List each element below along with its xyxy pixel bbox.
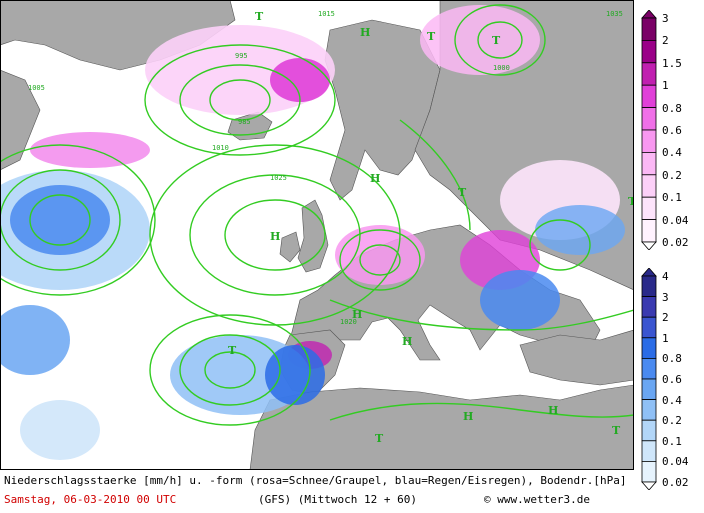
rain-legend: 4 3 2 1 0.8 0.6 0.4 0.2 0.1 0.04 0.02: [640, 268, 704, 490]
snow-legend-swatch: [641, 39, 657, 64]
high-pressure-marker: H: [463, 410, 473, 423]
isobar-label: 1015: [318, 10, 335, 18]
snow-legend-swatch: [641, 84, 657, 108]
north-africa-land: [249, 384, 634, 470]
high-pressure-marker: H: [360, 26, 370, 39]
snow-legend-swatch: [641, 219, 657, 243]
snow-legend-colorbar: [641, 10, 657, 250]
isobar-label: 985: [238, 118, 251, 126]
high-pressure-marker: H: [548, 404, 558, 417]
rain-legend-swatch: [641, 275, 657, 298]
snow-legend-level-label: 0.02: [662, 236, 689, 249]
high-pressure-marker: H: [270, 230, 280, 243]
snow-legend-level-label: 0.8: [662, 101, 682, 115]
low-pressure-marker: T: [492, 34, 501, 47]
high-pressure-marker: H: [402, 335, 412, 348]
high-pressure-marker: H: [352, 308, 362, 321]
isobar-label: 1020: [340, 318, 357, 326]
rain-legend-swatch: [641, 296, 657, 318]
rain-legend-level-label: 0.1: [662, 434, 682, 448]
rain-legend-level-label: 0.6: [662, 373, 682, 386]
low-pressure-marker: T: [612, 424, 621, 437]
snow-legend-arrow-bottom: [641, 241, 657, 250]
britain-land: [297, 199, 329, 273]
rain-legend-colorbar: [641, 268, 657, 490]
rain-legend-swatch: [641, 399, 657, 421]
snow-legend-level-label: 1: [662, 79, 669, 93]
snow-legend-swatch: [641, 196, 657, 220]
rain-legend-level-label: 0.2: [662, 414, 682, 428]
caption-description: Niederschlagsstaerke [mm/h] u. -form (ro…: [4, 474, 627, 487]
isobar-label: 1005: [28, 84, 45, 92]
isobar-label: 1035: [606, 10, 623, 18]
low-pressure-marker: T: [375, 432, 384, 445]
isobar-label: 1010: [212, 144, 229, 152]
rain-legend-level-label: 4: [662, 270, 669, 283]
snow-legend-swatch: [641, 151, 657, 176]
snow-legend-level-label: 2: [662, 34, 669, 48]
snow-legend-swatch: [641, 17, 657, 41]
snow-legend-level-label: 0.6: [662, 124, 682, 137]
snow-legend-swatch: [641, 129, 657, 153]
rain-legend-swatch: [641, 358, 657, 380]
snow-legend-level-label: 0.2: [662, 168, 682, 182]
isobar-label: 995: [235, 52, 248, 60]
map-border: [0, 0, 634, 470]
snow-legend-swatch: [641, 62, 657, 86]
weather-map: 1015 1005 995 985 1025 1035 1000 1010 10…: [0, 0, 634, 470]
rain-legend-swatch: [641, 378, 657, 401]
rain-legend-level-label: 0.4: [662, 393, 682, 407]
snow-legend-swatch: [641, 107, 657, 131]
rain-legend-level-label: 0.04: [662, 455, 689, 469]
snow-legend-level-label: 1.5: [662, 56, 682, 70]
snow-legend-level-label: 0.04: [662, 213, 689, 227]
isobars: [0, 4, 634, 426]
rain-legend-arrow-top: [641, 268, 657, 277]
rain-legend-swatch: [641, 337, 657, 359]
rain-legend-arrow-bottom: [641, 481, 657, 490]
pressure-centers: H H H H H H H T T T T T T T T: [228, 10, 634, 445]
snow-legend-swatch: [641, 174, 657, 198]
rain-precipitation: [0, 170, 625, 460]
low-pressure-marker: T: [228, 344, 237, 357]
rain-legend-swatch: [641, 316, 657, 339]
model-run: (GFS) (Mittwoch 12 + 60): [258, 493, 417, 506]
rain-legend-swatch: [641, 440, 657, 462]
low-pressure-marker: T: [255, 10, 264, 23]
rain-legend-level-label: 2: [662, 311, 669, 325]
copyright-link[interactable]: © www.wetter3.de: [484, 493, 590, 506]
snow-legend: 3 2 1.5 1 0.8 0.6 0.4 0.2 0.1 0.04 0.02: [640, 10, 704, 250]
rain-legend-level-label: 3: [662, 290, 669, 304]
low-pressure-marker: T: [427, 30, 436, 43]
rain-legend-swatch: [641, 419, 657, 442]
rain-legend-swatch: [641, 460, 657, 483]
rain-legend-level-label: 1: [662, 331, 669, 345]
snow-legend-arrow-top: [641, 10, 657, 19]
canada-land: [0, 69, 41, 171]
snow-legend-level-label: 0.1: [662, 191, 682, 205]
isobar-label: 1025: [270, 174, 287, 182]
rain-legend-level-label: 0.8: [662, 352, 682, 366]
caption-footer: Samstag, 06-03-2010 00 UTC (GFS) (Mittwo…: [4, 493, 590, 506]
low-pressure-marker: T: [628, 195, 634, 208]
isobar-label: 1000: [493, 64, 510, 72]
rain-legend-level-label: 0.02: [662, 476, 689, 489]
high-pressure-marker: H: [370, 172, 380, 185]
turkey-land: [519, 329, 634, 386]
ireland-land: [279, 231, 301, 263]
isobar-labels: 1015 1005 995 985 1025 1035 1000 1010 10…: [28, 10, 623, 326]
forecast-date: Samstag, 06-03-2010 00 UTC: [4, 493, 177, 506]
snow-legend-level-label: 3: [662, 12, 669, 25]
low-pressure-marker: T: [458, 186, 467, 199]
snow-legend-level-label: 0.4: [662, 146, 682, 160]
